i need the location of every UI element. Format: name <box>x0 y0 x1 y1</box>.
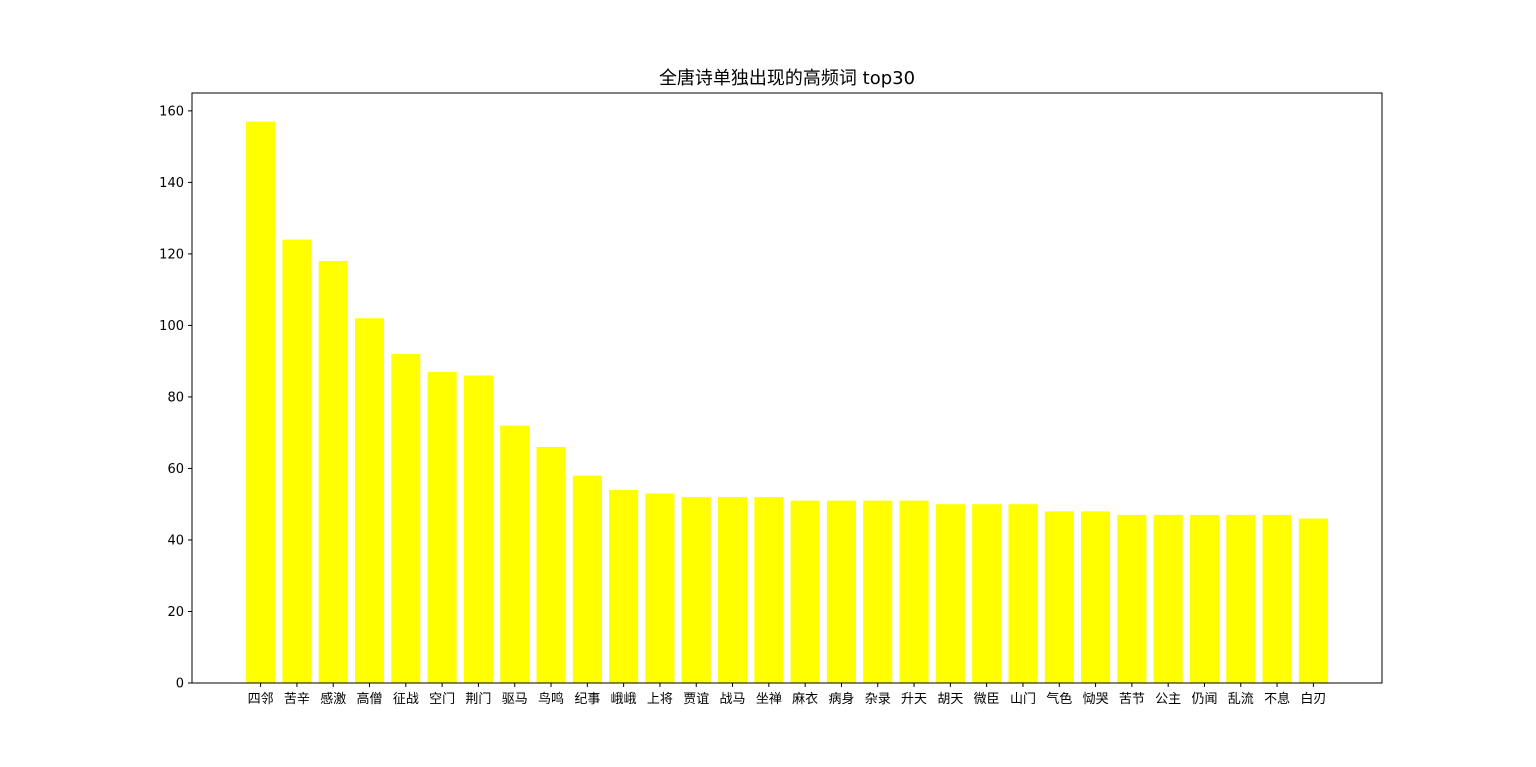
bar-1 <box>282 239 312 684</box>
y-tick-label: 20 <box>167 605 184 620</box>
bar-21 <box>1008 504 1038 683</box>
bar-14 <box>754 497 784 683</box>
bar-28 <box>1262 514 1292 683</box>
x-tick-label: 贾谊 <box>683 692 709 707</box>
x-tick-label: 征战 <box>393 692 419 707</box>
y-tick-label: 80 <box>167 390 184 405</box>
x-tick-label: 微臣 <box>974 692 1000 707</box>
x-tick-label: 荆门 <box>465 691 491 707</box>
bar-2 <box>318 261 348 683</box>
x-axis-ticks: 四邻 苦辛 感激 高僧 征战 空门 荆门 驱马 鸟鸣 纪事 峨峨 上将 贾谊 战马 坐禅 麻衣 病身 杂录 升天 胡天… <box>248 683 1326 707</box>
y-tick-label: 60 <box>167 462 184 477</box>
bar-10 <box>609 489 639 683</box>
bar-8 <box>536 447 566 683</box>
x-tick-label: 不息 <box>1264 691 1290 707</box>
bar-29 <box>1298 518 1328 683</box>
bar-19 <box>935 504 965 683</box>
x-tick-label: 苦辛 <box>284 691 310 707</box>
plot-frame <box>191 92 1383 684</box>
x-tick-label: 乱流 <box>1228 692 1254 707</box>
bar-3 <box>355 318 385 683</box>
bar-16 <box>826 500 856 683</box>
x-tick-label: 气色 <box>1046 691 1072 707</box>
x-tick-label: 空门 <box>429 692 455 707</box>
x-tick-label: 麻衣 <box>792 691 818 707</box>
y-tick-label: 160 <box>159 104 184 119</box>
bar-7 <box>500 425 530 683</box>
x-tick-label: 峨峨 <box>611 692 637 707</box>
x-tick-label: 战马 <box>720 692 746 707</box>
bar-0 <box>246 121 276 684</box>
x-tick-label: 坐禅 <box>756 692 782 707</box>
bar-18 <box>899 500 929 683</box>
x-tick-label: 鸟鸣 <box>538 691 564 707</box>
x-tick-label: 升天 <box>901 692 927 707</box>
x-tick-label: 四邻 <box>248 692 274 707</box>
x-tick-label: 杂录 <box>865 692 891 707</box>
bar-6 <box>463 375 493 683</box>
bar-26 <box>1189 514 1219 683</box>
x-tick-label: 驱马 <box>502 692 528 707</box>
chart-title: 全唐诗单独出现的高频词 top30 <box>659 68 915 89</box>
y-tick-label: 140 <box>159 176 184 191</box>
x-tick-label: 病身 <box>828 691 854 707</box>
bar-9 <box>572 475 602 683</box>
bars-group <box>246 121 1328 684</box>
y-tick-label: 40 <box>167 533 184 548</box>
bar-13 <box>718 497 748 683</box>
x-tick-label: 苦节 <box>1119 691 1145 707</box>
bar-22 <box>1044 511 1074 683</box>
bar-11 <box>645 493 675 683</box>
bar-15 <box>790 500 820 683</box>
y-tick-label: 100 <box>159 319 184 334</box>
bar-5 <box>427 371 457 683</box>
x-tick-label: 高僧 <box>357 691 383 707</box>
y-tick-label: 120 <box>159 247 184 262</box>
bar-24 <box>1117 514 1147 683</box>
x-tick-label: 公主 <box>1155 692 1181 707</box>
y-tick-label: 0 <box>176 677 184 692</box>
bar-12 <box>681 497 711 683</box>
x-tick-label: 上将 <box>647 692 673 707</box>
bar-4 <box>391 354 421 683</box>
bar-17 <box>863 500 893 683</box>
x-tick-label: 山门 <box>1010 692 1036 707</box>
y-axis-ticks: 0 20 40 60 80 100 120 140 160 <box>159 104 192 692</box>
x-tick-label: 感激 <box>320 691 346 707</box>
bar-23 <box>1081 511 1111 683</box>
x-tick-label: 仍闻 <box>1191 692 1217 707</box>
x-tick-label: 白刃 <box>1300 691 1326 707</box>
bar-25 <box>1153 514 1183 683</box>
bar-27 <box>1226 514 1256 683</box>
bar-20 <box>972 504 1002 683</box>
x-tick-label: 纪事 <box>574 692 600 707</box>
x-tick-label: 胡天 <box>937 692 963 707</box>
x-tick-label: 恸哭 <box>1083 692 1109 707</box>
